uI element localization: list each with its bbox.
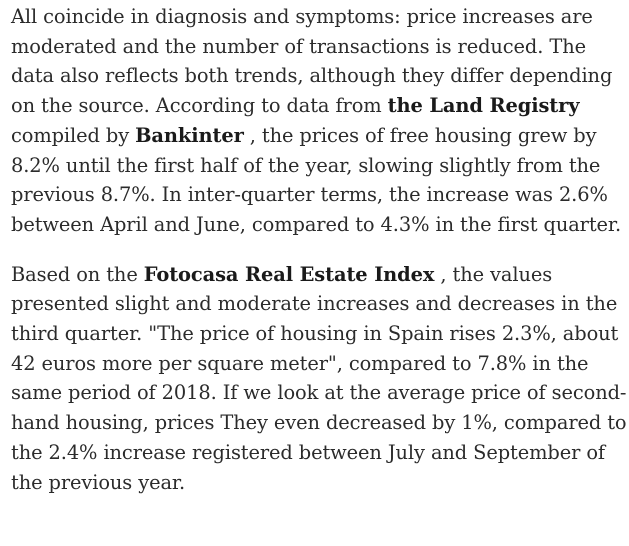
text-line: the 2.4% increase registered between Jul…	[11, 440, 605, 464]
text-line: same period of 2018. If we look at the a…	[11, 381, 627, 405]
land-registry-bold: the Land Registry	[387, 94, 580, 118]
text-line: hand housing, prices They even decreased…	[11, 411, 627, 435]
text-line: presented slight and moderate increases …	[11, 292, 618, 316]
text-line: 42 euros more per square meter", compare…	[11, 351, 589, 375]
text-line: All coincide in diagnosis and symptoms: …	[11, 5, 593, 28]
text-line: on the source. According to data from th…	[11, 91, 627, 121]
bankinter-bold: Bankinter	[135, 123, 244, 147]
text-line: 8.2% until the first half of the year, s…	[11, 153, 601, 177]
text-fragment: on the source. According to data from	[11, 94, 388, 118]
article-body: All coincide in diagnosis and symptoms: …	[11, 2, 627, 497]
text-fragment: compiled by	[11, 123, 136, 147]
text-line: previous 8.7%. In inter-quarter terms, t…	[11, 183, 608, 207]
paragraph-fotocasa: Based on the Fotocasa Real Estate Index …	[11, 260, 627, 498]
text-line: moderated and the number of transactions…	[11, 34, 586, 58]
text-fragment: Based on the	[11, 262, 144, 286]
text-line: data also reflects both trends, although…	[11, 64, 613, 88]
text-line: Based on the Fotocasa Real Estate Index …	[11, 260, 627, 290]
text-fragment: , the prices of free housing grew by	[243, 123, 597, 147]
text-fragment: , the values	[434, 262, 553, 286]
text-line: third quarter. "The price of housing in …	[11, 322, 619, 346]
text-line: between April and June, compared to 4.3%…	[11, 212, 622, 236]
paragraph-land-registry: All coincide in diagnosis and symptoms: …	[11, 2, 627, 240]
text-line: compiled by Bankinter , the prices of fr…	[11, 121, 627, 151]
fotocasa-index-bold: Fotocasa Real Estate Index	[143, 262, 435, 286]
text-line: the previous year.	[11, 470, 186, 494]
